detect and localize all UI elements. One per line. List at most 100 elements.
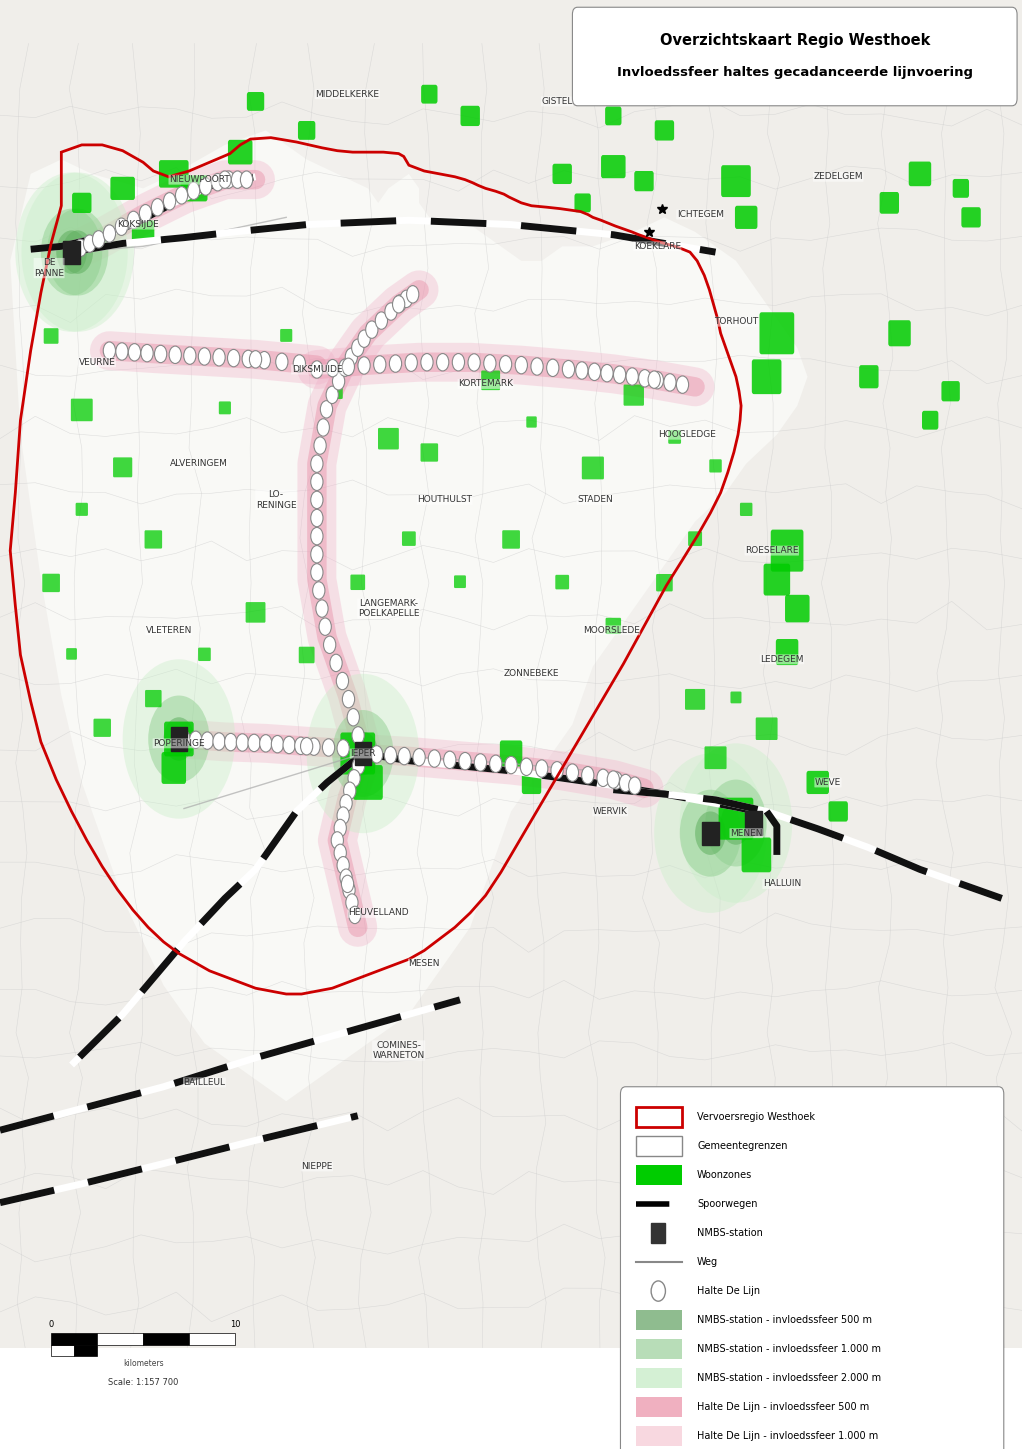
FancyBboxPatch shape xyxy=(42,574,60,593)
Text: WEVE: WEVE xyxy=(815,778,841,787)
Bar xyxy=(702,822,719,845)
Circle shape xyxy=(500,355,512,372)
Circle shape xyxy=(231,171,244,188)
Circle shape xyxy=(84,235,95,252)
Circle shape xyxy=(312,582,325,600)
FancyBboxPatch shape xyxy=(44,329,58,343)
Circle shape xyxy=(334,819,346,836)
Circle shape xyxy=(334,845,346,862)
Circle shape xyxy=(319,619,332,635)
FancyBboxPatch shape xyxy=(908,162,931,185)
FancyBboxPatch shape xyxy=(756,717,777,740)
Text: BAILLEUL: BAILLEUL xyxy=(183,1078,225,1087)
Circle shape xyxy=(306,674,419,833)
Circle shape xyxy=(300,738,312,755)
Text: LEDEGEM: LEDEGEM xyxy=(760,655,804,664)
Circle shape xyxy=(116,343,128,361)
Circle shape xyxy=(336,672,348,690)
FancyBboxPatch shape xyxy=(162,752,186,784)
Circle shape xyxy=(375,312,387,329)
Circle shape xyxy=(505,756,517,774)
FancyBboxPatch shape xyxy=(859,365,879,388)
Circle shape xyxy=(680,743,793,903)
Bar xyxy=(354,742,371,765)
FancyBboxPatch shape xyxy=(402,532,416,546)
Circle shape xyxy=(468,354,480,371)
Circle shape xyxy=(141,345,154,362)
Text: KORTEMARK: KORTEMARK xyxy=(458,380,513,388)
Circle shape xyxy=(575,362,588,380)
Text: ICHTEGEM: ICHTEGEM xyxy=(677,210,724,219)
Circle shape xyxy=(227,349,240,367)
FancyBboxPatch shape xyxy=(421,84,437,104)
Text: HOOGLEDGE: HOOGLEDGE xyxy=(658,430,716,439)
FancyBboxPatch shape xyxy=(574,194,591,213)
Text: Spoorwegen: Spoorwegen xyxy=(697,1200,758,1208)
FancyBboxPatch shape xyxy=(941,381,959,401)
Circle shape xyxy=(384,746,396,764)
Circle shape xyxy=(421,354,433,371)
Text: Vervoersregio Westhoek: Vervoersregio Westhoek xyxy=(697,1113,815,1122)
Text: MESEN: MESEN xyxy=(409,959,440,968)
Circle shape xyxy=(536,759,548,777)
Bar xyxy=(636,1339,682,1359)
Text: NMBS-station - invloedssfeer 2.000 m: NMBS-station - invloedssfeer 2.000 m xyxy=(697,1374,882,1382)
Text: Gemeentegrenzen: Gemeentegrenzen xyxy=(697,1142,787,1151)
Circle shape xyxy=(242,351,254,368)
Circle shape xyxy=(629,777,641,794)
Circle shape xyxy=(271,736,284,753)
FancyBboxPatch shape xyxy=(669,430,681,443)
Text: Weg: Weg xyxy=(697,1258,718,1266)
Text: POPERINGE: POPERINGE xyxy=(153,739,205,748)
Circle shape xyxy=(348,769,360,787)
FancyBboxPatch shape xyxy=(601,155,626,178)
Circle shape xyxy=(127,212,139,229)
Circle shape xyxy=(562,361,574,378)
Bar xyxy=(189,1333,236,1345)
Bar xyxy=(745,811,762,835)
Circle shape xyxy=(349,906,361,923)
FancyBboxPatch shape xyxy=(502,530,520,549)
Text: HOUTHULST: HOUTHULST xyxy=(417,496,472,504)
Circle shape xyxy=(639,369,651,387)
Circle shape xyxy=(601,365,613,383)
Circle shape xyxy=(706,780,767,867)
Bar xyxy=(636,1165,682,1185)
FancyBboxPatch shape xyxy=(685,688,706,710)
Circle shape xyxy=(392,296,404,313)
Circle shape xyxy=(213,733,225,751)
FancyBboxPatch shape xyxy=(421,443,438,462)
Circle shape xyxy=(385,303,397,320)
Circle shape xyxy=(116,217,128,235)
Circle shape xyxy=(310,546,323,564)
Circle shape xyxy=(310,472,323,490)
Circle shape xyxy=(308,738,321,755)
FancyBboxPatch shape xyxy=(605,617,622,635)
Circle shape xyxy=(315,600,328,617)
Circle shape xyxy=(327,359,339,377)
Circle shape xyxy=(344,782,356,800)
FancyBboxPatch shape xyxy=(281,329,292,342)
FancyBboxPatch shape xyxy=(962,207,981,227)
Text: WERVIK: WERVIK xyxy=(593,807,628,816)
Circle shape xyxy=(337,807,349,824)
FancyBboxPatch shape xyxy=(526,416,537,427)
Text: MOORSLEDE: MOORSLEDE xyxy=(583,626,640,635)
FancyBboxPatch shape xyxy=(340,733,375,775)
Circle shape xyxy=(443,751,456,768)
FancyBboxPatch shape xyxy=(71,398,93,422)
FancyBboxPatch shape xyxy=(741,838,771,872)
Text: NMBS-station - invloedssfeer 1.000 m: NMBS-station - invloedssfeer 1.000 m xyxy=(697,1345,881,1353)
FancyBboxPatch shape xyxy=(378,427,399,449)
FancyBboxPatch shape xyxy=(332,387,343,398)
Circle shape xyxy=(337,856,349,874)
Circle shape xyxy=(155,345,167,362)
Circle shape xyxy=(680,790,741,877)
FancyBboxPatch shape xyxy=(350,575,366,590)
Circle shape xyxy=(347,709,359,726)
Circle shape xyxy=(212,174,224,191)
Circle shape xyxy=(398,748,411,765)
FancyBboxPatch shape xyxy=(481,371,500,390)
Circle shape xyxy=(66,243,78,261)
Circle shape xyxy=(275,354,288,371)
